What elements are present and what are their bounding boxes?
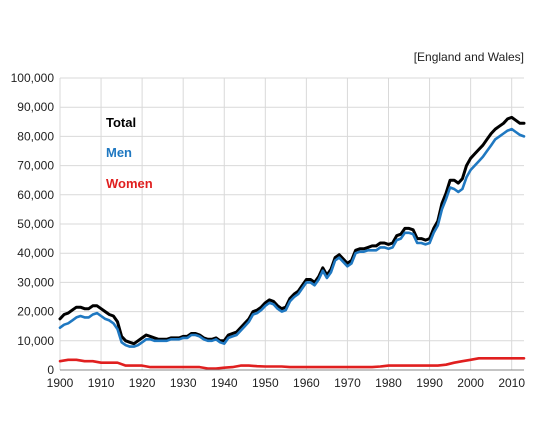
legend-label-total: Total [106, 115, 136, 130]
x-tick-label: 1960 [293, 376, 320, 390]
legend-label-women: Women [106, 176, 153, 191]
y-tick-label: 20,000 [17, 305, 54, 319]
x-tick-label: 1900 [47, 376, 74, 390]
y-tick-label: 100,000 [11, 71, 55, 85]
y-tick-label: 0 [47, 363, 54, 377]
series-lines [58, 115, 526, 370]
x-tick-label: 2000 [457, 376, 484, 390]
x-tick-label: 1930 [170, 376, 197, 390]
region-note: [England and Wales] [414, 50, 524, 64]
series-line-women [58, 357, 526, 370]
y-tick-label: 80,000 [17, 129, 54, 143]
x-tick-label: 1950 [252, 376, 279, 390]
x-tick-label: 1990 [416, 376, 443, 390]
x-tick-label: 1910 [88, 376, 115, 390]
grid [59, 77, 524, 370]
y-tick-label: 40,000 [17, 246, 54, 260]
legend: Total Men Women [106, 115, 153, 191]
x-tick-label: 1920 [129, 376, 156, 390]
y-tick-label: 60,000 [17, 188, 54, 202]
x-tick-label: 1980 [375, 376, 402, 390]
x-tick-label: 1940 [211, 376, 238, 390]
series-line-total [58, 115, 526, 346]
x-tick-label: 2010 [498, 376, 525, 390]
y-tick-label: 70,000 [17, 159, 54, 173]
legend-label-men: Men [106, 145, 132, 160]
y-tick-label: 10,000 [17, 334, 54, 348]
series-line-men [58, 127, 526, 348]
y-tick-label: 30,000 [17, 275, 54, 289]
y-tick-label: 90,000 [17, 100, 54, 114]
x-tick-label: 1970 [334, 376, 361, 390]
y-tick-label: 50,000 [17, 217, 54, 231]
y-axis-tick-labels: 0 10,000 20,000 30,000 40,000 50,000 60,000 70,… [11, 71, 55, 377]
x-axis-tick-labels: 1900 1910 1920 1930 1940 1950 1960 1970 1980 1990… [47, 376, 526, 390]
